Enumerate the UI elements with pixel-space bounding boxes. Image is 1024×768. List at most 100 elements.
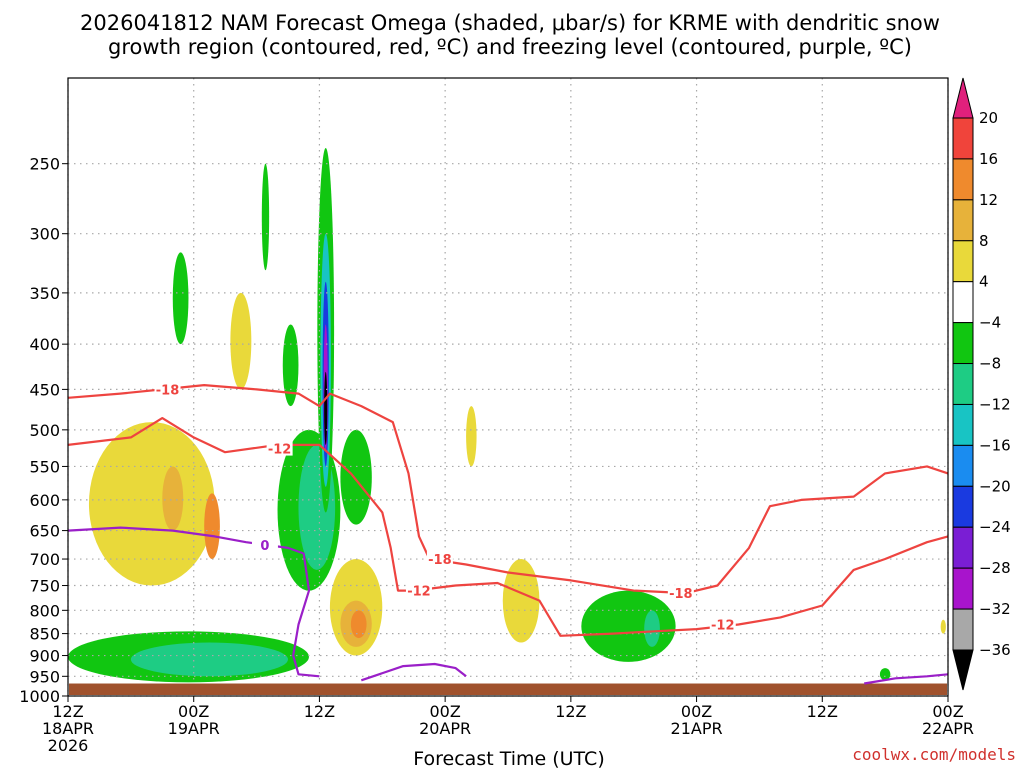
freezing-contour-line-0	[67, 526, 320, 678]
colorbar-label-7: −12	[979, 395, 1011, 413]
contour-label-bg-0-0	[154, 381, 181, 397]
y-tick-label-950: 950	[29, 667, 60, 686]
x-tick-label-5-1: 21APR	[671, 719, 723, 738]
colorbar-label-5: −4	[979, 314, 1001, 332]
colorbar-label-8: −16	[979, 436, 1011, 454]
colorbar-bin-1	[952, 117, 974, 160]
colorbar-bin-4	[952, 240, 974, 283]
grid-lines	[67, 78, 949, 697]
x-tick-label-7-1: 22APR	[922, 719, 974, 738]
omega-region-1	[130, 642, 288, 677]
freezing-contour-line-1	[360, 662, 467, 682]
omega-region-23	[644, 610, 660, 647]
plot-frame	[67, 77, 949, 697]
y-axis: 250 300 350 400 450 500 550 600 650 700 750 800 850 9…	[19, 155, 68, 706]
y-tick-label-500: 500	[29, 421, 60, 440]
colorbar-label-9: −20	[979, 477, 1011, 495]
x-tick-label-2-0: 12Z	[304, 702, 335, 721]
contour-label-0-0: -18	[156, 383, 180, 398]
colorbar: 20 16 12 8 4 −4 −8 −12 −16 −20 −24 −28 −32 −36	[952, 77, 1011, 691]
y-tick-label-450: 450	[29, 380, 60, 399]
chart-title-line-2: growth region (contoured, red, ºC) and f…	[108, 35, 912, 59]
omega-region-8	[162, 466, 184, 531]
x-tick-label-6-0: 12Z	[807, 702, 838, 721]
x-tick-label-3-1: 20APR	[419, 719, 471, 738]
contour-label-0-1: -18	[428, 553, 452, 568]
omega-region-14	[340, 429, 372, 525]
x-tick-label-1-1: 19APR	[168, 719, 220, 738]
omega-region-19	[324, 371, 328, 445]
contour-label-bg-1-0	[266, 440, 293, 456]
omega-region-22	[581, 590, 676, 662]
contour-label-1-2: -12	[711, 618, 735, 633]
colorbar-bin-12	[952, 567, 974, 610]
contour-label-bg-0-2	[667, 585, 694, 601]
x-tick-label-5-0: 00Z	[681, 702, 712, 721]
colorbar-bin-3	[952, 199, 974, 242]
y-tick-label-850: 850	[29, 625, 60, 644]
omega-region-9	[204, 493, 220, 560]
omega-region-25	[940, 619, 946, 634]
colorbar-bin-5	[952, 281, 974, 324]
colorbar-bottom-triangle	[952, 649, 974, 691]
omega-region-13	[350, 610, 367, 639]
contour-label-bg-2-0	[251, 537, 278, 553]
x-tick-label-1-0: 00Z	[178, 702, 209, 721]
y-tick-label-750: 750	[29, 577, 60, 596]
colorbar-label-4: 4	[979, 273, 989, 291]
colorbar-label-3: 8	[979, 232, 989, 250]
colorbar-bin-13	[952, 608, 974, 651]
freezing-contour-line-2	[864, 673, 949, 685]
colorbar-bin-11	[952, 526, 974, 569]
x-tick-label-0-0: 12Z	[52, 702, 83, 721]
y-tick-label-700: 700	[29, 550, 60, 569]
y-tick-label-250: 250	[29, 155, 60, 174]
omega-region-21	[502, 559, 540, 643]
x-tick-label-4-0: 12Z	[555, 702, 586, 721]
colorbar-bin-10	[952, 485, 974, 528]
omega-region-2	[172, 252, 189, 345]
colorbar-label-13: −36	[979, 641, 1011, 659]
dgz-contour-line-1	[67, 417, 949, 637]
colorbar-label-0: 20	[979, 109, 998, 127]
omega-region-20	[466, 406, 477, 467]
contour-label-2-0: 0	[260, 539, 269, 554]
x-tick-label-0-2: 2026	[48, 736, 89, 755]
y-tick-label-650: 650	[29, 522, 60, 541]
contour-label-bg-0-1	[426, 551, 453, 567]
y-tick-label-1000: 1000	[19, 687, 60, 706]
x-tick-label-7-0: 00Z	[932, 702, 963, 721]
x-tick-label-0-1: 18APR	[42, 719, 94, 738]
x-tick-label-3-0: 00Z	[429, 702, 460, 721]
omega-region-24	[879, 668, 891, 681]
contour-label-1-1: -12	[407, 585, 431, 600]
y-tick-label-350: 350	[29, 284, 60, 303]
x-axis-label: Forecast Time (UTC)	[413, 748, 604, 768]
colorbar-bin-7	[952, 363, 974, 405]
contour-lines: -18 -18 -18 -12 -12 -12 0	[67, 381, 949, 685]
y-tick-label-600: 600	[29, 491, 60, 510]
terrain-fill	[69, 683, 947, 695]
contour-label-bg-1-2	[709, 616, 736, 632]
contour-label-1-0: -12	[268, 443, 292, 458]
colorbar-label-6: −8	[979, 355, 1001, 373]
y-tick-label-300: 300	[29, 225, 60, 244]
terrain-rect	[69, 683, 947, 695]
colorbar-bin-9	[952, 444, 974, 487]
omega-region-10	[230, 292, 252, 390]
y-tick-label-550: 550	[29, 457, 60, 476]
colorbar-label-12: −32	[979, 600, 1011, 618]
colorbar-label-11: −28	[979, 559, 1011, 577]
contour-label-0-2: -18	[669, 587, 693, 602]
colorbar-bin-8	[952, 403, 974, 446]
colorbar-bin-6	[952, 322, 974, 365]
y-tick-label-400: 400	[29, 335, 60, 354]
credit-text: coolwx.com/models	[852, 745, 1016, 764]
y-tick-label-900: 900	[29, 647, 60, 666]
contour-label-bg-1-1	[405, 582, 432, 598]
colorbar-label-1: 16	[979, 150, 998, 168]
y-tick-label-800: 800	[29, 601, 60, 620]
colorbar-bin-2	[952, 158, 974, 201]
